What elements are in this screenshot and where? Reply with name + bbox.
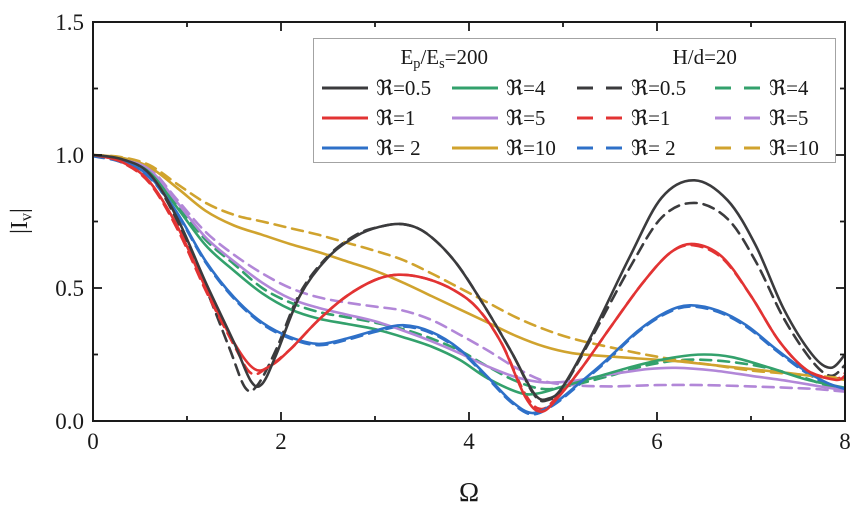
legend-label: ℜ=0.5 [376, 75, 432, 100]
y-tick-label: 1.0 [55, 143, 84, 168]
legend-item-solid-3: ℜ=4 [444, 73, 569, 103]
legend-swatch-solid-line-icon [452, 146, 498, 150]
legend-label: ℜ=4 [506, 75, 546, 100]
legend-label: ℜ=1 [376, 105, 416, 130]
x-tick-labels: 0 2 4 6 8 [87, 429, 851, 454]
legend-label: ℜ= 2 [631, 135, 676, 160]
legend-group-title-solid: Ep/Es=200 [400, 45, 489, 72]
y-tick-label: 0.5 [55, 276, 84, 301]
legend-group-title-dashed: H/d=20 [672, 45, 737, 69]
legend-label: ℜ=1 [631, 105, 671, 130]
legend-item-dashed-8: ℜ= 2 [569, 133, 707, 163]
legend-label: ℜ=10 [769, 135, 819, 160]
legend-swatch-dashed-line-icon [715, 116, 761, 120]
legend-item-solid-4: ℜ=5 [444, 103, 569, 133]
legend-item-dashed-11: ℜ=10 [707, 133, 829, 163]
legend-item-solid-2: ℜ= 2 [314, 133, 444, 163]
x-axis-title: Ω [458, 477, 480, 507]
curve-solid-2 [94, 153, 844, 415]
curve-solid-3 [94, 153, 844, 396]
curve-dashed-9 [94, 153, 844, 392]
x-tick-label: 8 [839, 429, 851, 454]
y-tick-label: 0.0 [55, 409, 84, 434]
legend-label: ℜ=5 [506, 105, 546, 130]
curve-dashed-10 [94, 153, 844, 393]
legend-label: ℜ=4 [769, 75, 809, 100]
legend-items: ℜ=0.5 ℜ=1 ℜ= 2 ℜ=4 ℜ=5 ℜ=10 ℜ=0.5 ℜ=1 ℜ= 2 ℜ=4 ℜ=5… [314, 73, 835, 163]
legend-swatch-solid-line-icon [322, 116, 368, 120]
curves [94, 153, 844, 416]
x-tick-label: 4 [463, 429, 475, 454]
legend-header-row: Ep/Es=200 H/d=20 [314, 44, 835, 73]
legend-item-dashed-9: ℜ=4 [707, 73, 829, 103]
axis-ticks [92, 21, 846, 422]
legend-item-solid-1: ℜ=1 [314, 103, 444, 133]
legend-label: ℜ=10 [506, 135, 556, 160]
legend-item-solid-0: ℜ=0.5 [314, 73, 444, 103]
legend-label: ℜ= 2 [376, 135, 421, 160]
legend-item-dashed-10: ℜ=5 [707, 103, 829, 133]
y-tick-labels: 0.0 0.5 1.0 1.5 [55, 10, 84, 434]
legend-swatch-dashed-line-icon [577, 116, 623, 120]
curve-solid-0 [94, 153, 844, 402]
legend-swatch-solid-line-icon [452, 116, 498, 120]
legend-swatch-solid-line-icon [322, 146, 368, 150]
legend-swatch-solid-line-icon [452, 86, 498, 90]
y-tick-label: 1.5 [55, 10, 84, 35]
legend-label: ℜ=0.5 [631, 75, 687, 100]
legend-swatch-solid-line-icon [322, 86, 368, 90]
legend: Ep/Es=200 H/d=20 ℜ=0.5 ℜ=1 ℜ= 2 ℜ=4 ℜ=5 ℜ=10 ℜ… [313, 38, 836, 163]
legend-item-solid-5: ℜ=10 [444, 133, 569, 163]
legend-swatch-dashed-line-icon [577, 86, 623, 90]
curve-dashed-6 [94, 153, 844, 403]
curve-solid-4 [94, 153, 844, 392]
legend-swatch-dashed-line-icon [715, 86, 761, 90]
x-tick-label: 0 [87, 429, 99, 454]
x-tick-label: 6 [651, 429, 663, 454]
legend-label: ℜ=5 [769, 105, 809, 130]
legend-item-dashed-6: ℜ=0.5 [569, 73, 707, 103]
y-axis-title: |Iv| [7, 208, 36, 234]
legend-swatch-dashed-line-icon [715, 146, 761, 150]
legend-swatch-dashed-line-icon [577, 146, 623, 150]
legend-item-dashed-7: ℜ=1 [569, 103, 707, 133]
x-tick-label: 2 [275, 429, 287, 454]
curve-solid-5 [94, 153, 844, 381]
